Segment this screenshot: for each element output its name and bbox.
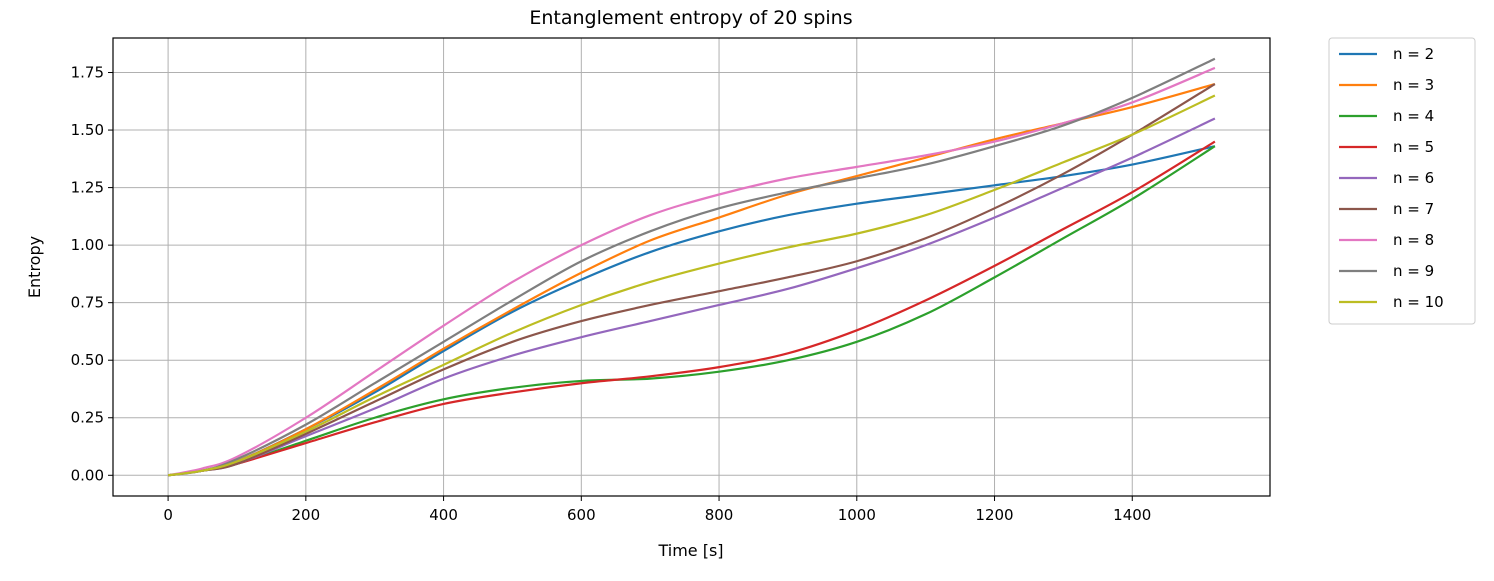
legend-label: n = 9 <box>1393 262 1434 280</box>
y-tick-label: 1.25 <box>71 179 104 197</box>
series-line-6 <box>167 83 1216 477</box>
x-tick-label: 1000 <box>838 506 876 524</box>
chart-title: Entanglement entropy of 20 spins <box>529 7 852 29</box>
series-line-5 <box>167 117 1216 477</box>
x-tick-label: 800 <box>705 506 734 524</box>
x-tick-label: 400 <box>429 506 458 524</box>
series-line-4 <box>167 140 1216 477</box>
legend: n = 2 n = 3 n = 4 n = 5 n = 6 n = 7 n = 8 n = 9… <box>1328 37 1476 325</box>
series-line-3 <box>167 145 1216 477</box>
y-tick-label: 0.25 <box>71 409 104 427</box>
x-tick-label: 0 <box>163 506 173 524</box>
x-tick-label: 600 <box>567 506 596 524</box>
x-tick-label: 200 <box>292 506 321 524</box>
legend-frame <box>1328 37 1476 325</box>
y-tick-label: 0.75 <box>71 294 104 312</box>
plot-frame <box>112 37 1271 497</box>
y-tick-label: 0.00 <box>71 466 104 484</box>
legend-label: n = 8 <box>1393 231 1434 249</box>
series-line-7 <box>167 66 1216 477</box>
series-lines <box>167 57 1216 477</box>
x-tick-label: 1200 <box>975 506 1013 524</box>
legend-label: n = 6 <box>1393 169 1434 187</box>
legend-label: n = 2 <box>1393 45 1434 63</box>
legend-label: n = 3 <box>1393 76 1434 94</box>
y-axis-label: Entropy <box>25 236 44 298</box>
y-tick-label: 1.75 <box>71 64 104 82</box>
legend-label: n = 10 <box>1393 293 1444 311</box>
y-tick-label: 0.50 <box>71 351 104 369</box>
series-line-8 <box>167 57 1216 477</box>
legend-label: n = 5 <box>1393 138 1434 156</box>
x-tick-label: 1400 <box>1113 506 1151 524</box>
legend-label: n = 4 <box>1393 107 1434 125</box>
y-ticks: 0.00 0.25 0.50 0.75 1.00 1.25 1.50 1.75 <box>71 64 113 484</box>
y-tick-label: 1.00 <box>71 236 104 254</box>
x-axis-label: Time [s] <box>657 541 723 560</box>
x-ticks: 0 200 400 600 800 1000 1200 1400 <box>163 496 1151 524</box>
y-tick-label: 1.50 <box>71 121 104 139</box>
grid <box>113 38 1270 496</box>
series-line-2 <box>167 82 1216 477</box>
legend-label: n = 7 <box>1393 200 1434 218</box>
series-line-9 <box>167 94 1216 477</box>
